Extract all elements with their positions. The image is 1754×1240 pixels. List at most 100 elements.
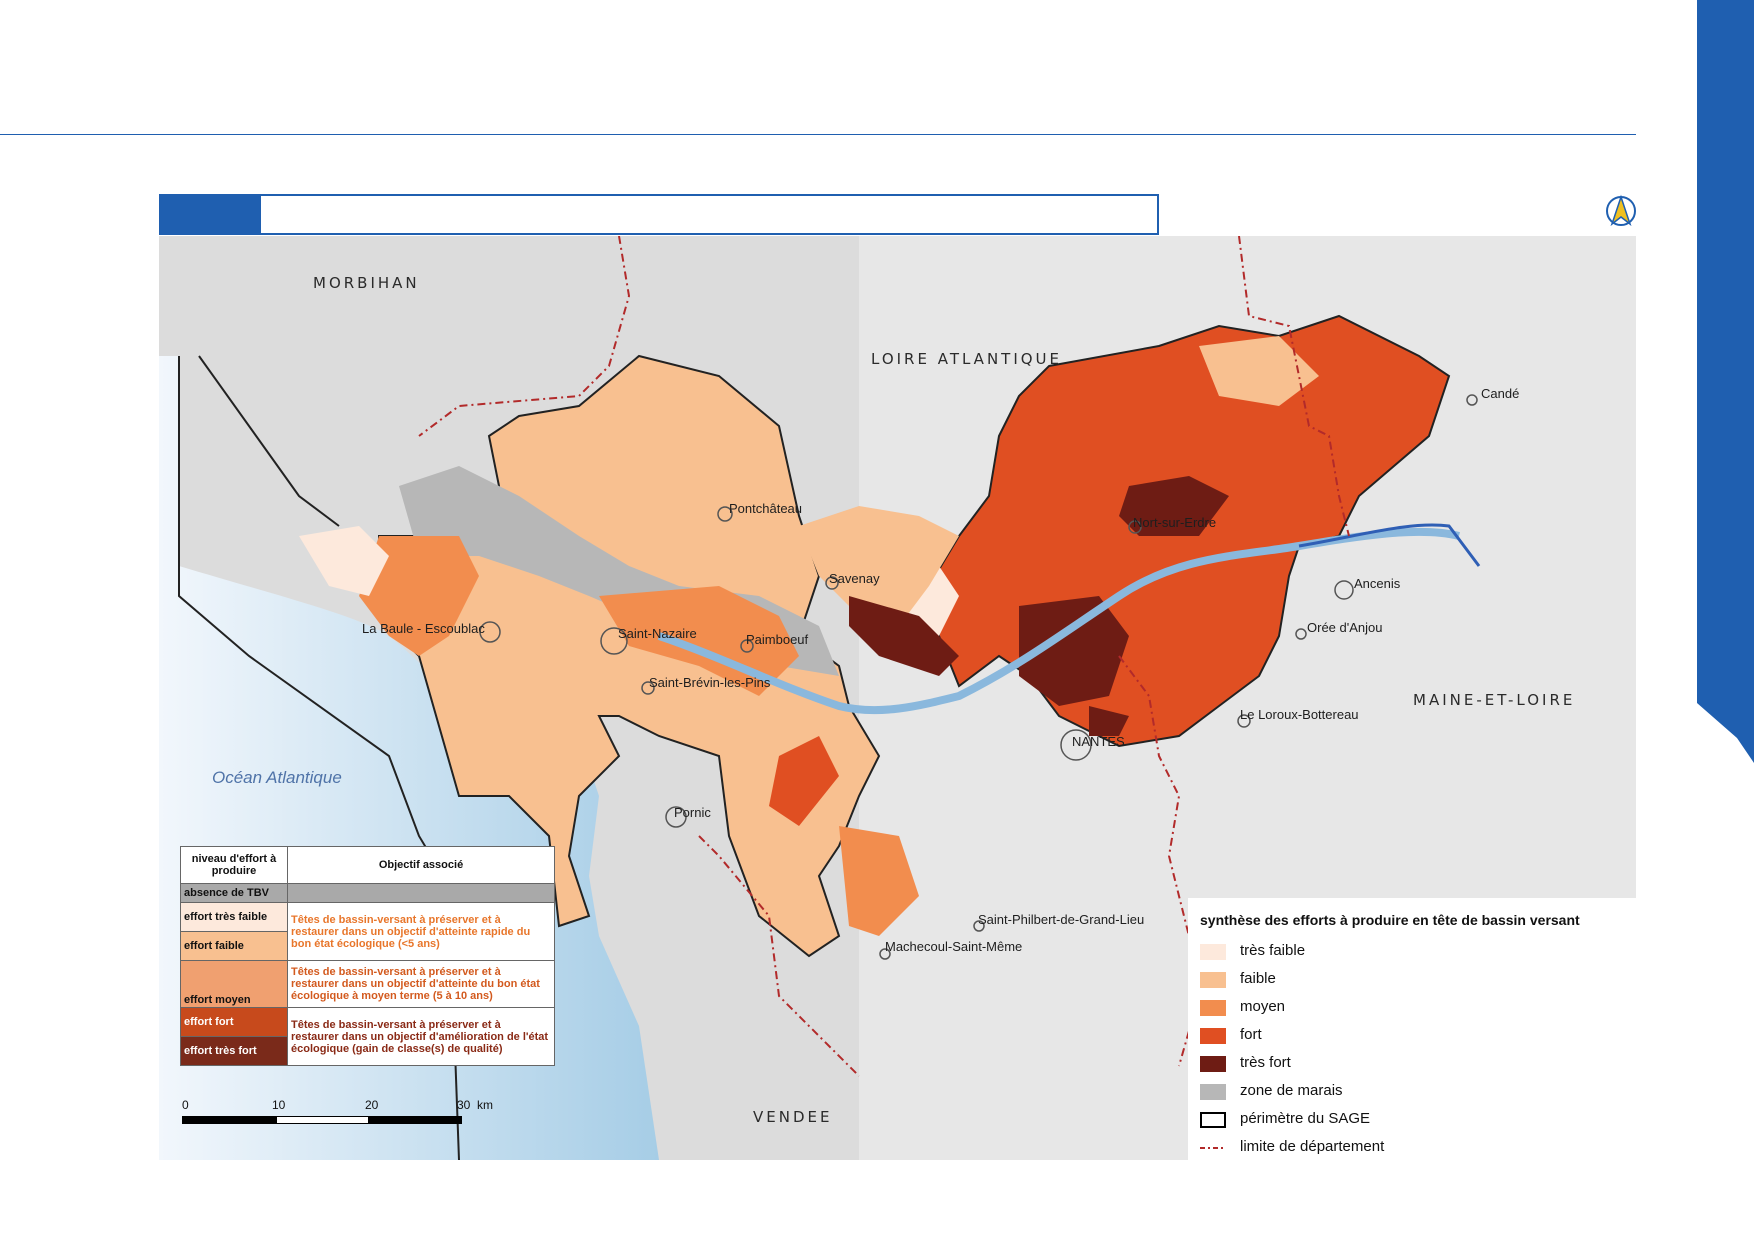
legend-swatch — [1200, 944, 1226, 960]
legend-label: faible — [1240, 970, 1276, 987]
town-label: NANTES — [1072, 734, 1125, 749]
town-label: Saint-Brévin-les-Pins — [649, 675, 771, 690]
legend-title: synthèse des efforts à produire en tête … — [1200, 912, 1580, 928]
level-cell: effort très faible — [180, 902, 288, 932]
town-label: Machecoul-Saint-Même — [885, 939, 1022, 954]
legend-swatch — [1200, 1056, 1226, 1072]
table-header-objective: Objectif associé — [287, 846, 555, 884]
legend-swatch — [1200, 1147, 1226, 1149]
legend-label: moyen — [1240, 998, 1286, 1015]
zone-fort-south — [769, 736, 839, 826]
table-header-level: niveau d'effort à produire — [180, 846, 288, 884]
zone-tres-fort-west — [849, 596, 959, 676]
scale-segment — [276, 1116, 369, 1124]
legend-swatch — [1200, 1084, 1226, 1100]
town-label: La Baule - Escoublac — [362, 621, 485, 636]
level-cell: effort moyen — [180, 960, 288, 1008]
legend-label: périmètre du SAGE — [1240, 1110, 1371, 1127]
scale-segment — [182, 1116, 276, 1124]
town-label: Orée d'Anjou — [1307, 620, 1382, 635]
town-label: Saint-Nazaire — [618, 626, 697, 641]
town-label: Pontchâteau — [729, 501, 802, 516]
town-label: Candé — [1481, 386, 1519, 401]
objectives-table: niveau d'effort à produire Objectif asso… — [180, 846, 555, 1066]
scale-tick-label: 20 — [365, 1098, 379, 1112]
zone-tres-fort-loire — [1019, 596, 1129, 706]
town-marker — [479, 621, 501, 643]
dept-label-morbihan: MORBIHAN — [313, 274, 420, 292]
coast-line-north — [198, 355, 340, 527]
legend-swatch — [1200, 1000, 1226, 1016]
town-label: Saint-Philbert-de-Grand-Lieu — [978, 912, 1144, 927]
town-marker — [641, 681, 655, 695]
map-legend: synthèse des efforts à produire en tête … — [1188, 898, 1636, 1160]
town-marker — [1334, 580, 1354, 600]
legend-label: fort — [1240, 1026, 1262, 1043]
town-label: Ancenis — [1354, 576, 1401, 591]
legend-swatch — [1200, 1112, 1226, 1128]
town-marker — [825, 576, 839, 590]
town-label: Nort-sur-Erdre — [1133, 515, 1216, 530]
town-markers: Pontchâteau Savenay Nort-sur-Erdre Candé… — [362, 386, 1519, 960]
scale-tick-label: 30 — [457, 1098, 471, 1112]
level-cell: absence de TBV — [180, 883, 288, 903]
scale-bar: 0 10 20 30 km — [182, 1098, 493, 1128]
town-label: Savenay — [829, 571, 880, 586]
table-row: absence de TBV — [180, 883, 555, 903]
town-label: Pornic — [674, 805, 711, 820]
map-title-bar — [159, 194, 1159, 235]
town-marker — [1060, 729, 1092, 761]
town-marker — [1466, 394, 1478, 406]
town-marker — [665, 806, 687, 828]
zone-moyen-lieu — [839, 826, 919, 936]
department-limit-vendee — [698, 835, 860, 1077]
level-cell: effort faible — [180, 931, 288, 961]
town-label: Paimboeuf — [746, 632, 809, 647]
table-row: effort très faible Têtes de bassin-versa… — [180, 902, 555, 961]
legend-swatch — [1200, 972, 1226, 988]
table-row: effort faible — [180, 931, 555, 961]
objective-cell: Têtes de bassin-versant à préserver et à… — [287, 960, 555, 1008]
loire-river-east — [1298, 523, 1481, 567]
department-limit-east — [1238, 236, 1350, 537]
compass-north-arrow-icon — [1606, 194, 1636, 227]
zone-tres-fort-north — [1119, 476, 1229, 536]
legend-swatch — [1200, 1028, 1226, 1044]
town-label: Le Loroux-Bottereau — [1240, 707, 1359, 722]
scale-segment — [369, 1116, 462, 1124]
town-marker — [1237, 714, 1251, 728]
zone-faible-central — [799, 506, 959, 626]
table-row: effort moyen Têtes de bassin-versant à p… — [180, 960, 555, 1008]
town-marker — [973, 920, 985, 932]
zone-moyen-west — [359, 536, 479, 656]
zone-tres-fort-south — [1089, 706, 1129, 736]
legend-label: très faible — [1240, 942, 1306, 959]
town-marker — [879, 948, 891, 960]
level-cell: effort fort — [180, 1007, 288, 1037]
scale-tick-label: 10 — [272, 1098, 286, 1112]
town-marker — [1295, 628, 1307, 640]
table-row: effort fort Têtes de bassin-versant à pr… — [180, 1007, 555, 1066]
dept-label-loire-atlantique: LOIRE ATLANTIQUE — [871, 350, 1062, 368]
scale-tick-label: 0 — [182, 1098, 189, 1112]
dept-label-vendee: VENDEE — [753, 1108, 832, 1126]
side-tab-corner — [1697, 693, 1754, 763]
side-tab — [1697, 0, 1754, 703]
level-cell: effort très fort — [180, 1036, 288, 1066]
zone-faible-east — [1199, 336, 1319, 406]
legend-label: très fort — [1240, 1054, 1291, 1071]
legend-label: limite de département — [1240, 1138, 1385, 1155]
town-marker — [740, 639, 754, 653]
dept-label-maine-et-loire: MAINE-ET-LOIRE — [1413, 691, 1575, 709]
title-accent — [161, 196, 261, 233]
objective-cell — [287, 883, 555, 903]
ocean-label: Océan Atlantique — [212, 768, 342, 787]
objective-cell: Têtes de bassin-versant à préserver et à… — [287, 1007, 555, 1066]
scale-unit-label: km — [477, 1098, 493, 1112]
objective-cell: Têtes de bassin-versant à préserver et à… — [287, 902, 555, 961]
zone-tres-faible-coast — [299, 526, 389, 596]
legend-label: zone de marais — [1240, 1082, 1343, 1099]
town-marker — [717, 506, 733, 522]
header-rule — [0, 134, 1636, 135]
table-row: effort très fort — [180, 1036, 555, 1066]
